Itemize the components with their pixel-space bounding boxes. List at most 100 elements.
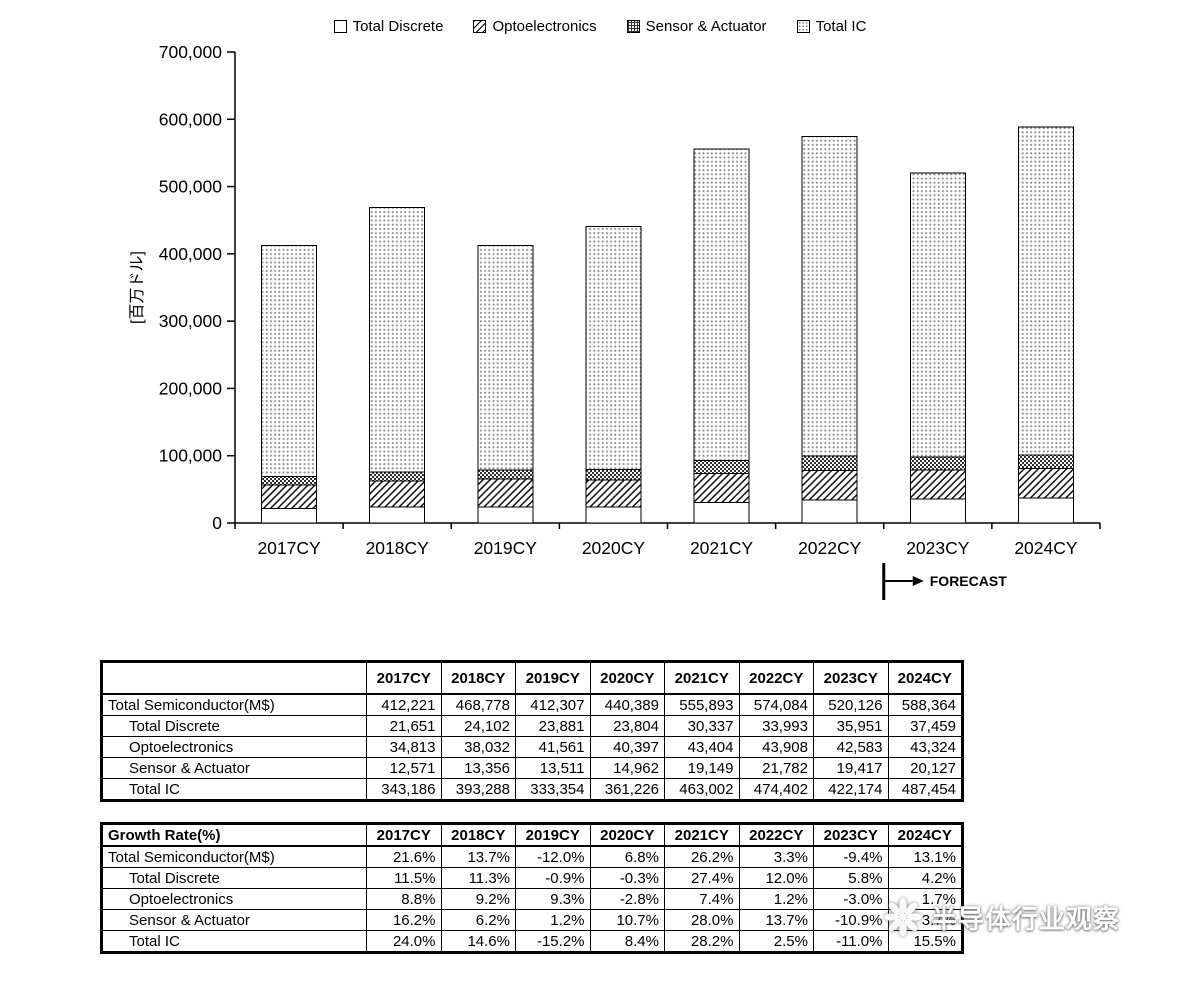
value-cell: 19,417 (813, 757, 889, 779)
y-tick-label: 600,000 (159, 109, 223, 129)
year-header: 2020CY (589, 661, 665, 695)
semiconductor-values-table: 2017CY 2018CY 2019CY 2020CY 2021CY 2022CY 2023… (100, 660, 964, 802)
value-cell: 6.8% (589, 845, 665, 868)
value-cell: 8.8% (366, 888, 442, 910)
value-cell: 43,404 (664, 736, 740, 758)
year-header: 2021CY (664, 823, 740, 847)
total-discrete-swatch-icon (333, 20, 347, 33)
bar-segment-ic (801, 136, 858, 457)
y-tick-label: 700,000 (159, 42, 223, 62)
value-cell: 13,511 (515, 757, 591, 779)
bar-segment-sensor (261, 476, 318, 486)
legend-item-sensor-actuator: Sensor & Actuator (626, 18, 767, 35)
value-cell: 2.5% (738, 930, 814, 953)
bar-segment-ic (477, 245, 534, 471)
value-cell: 14,962 (589, 757, 665, 779)
value-cell: 14.6% (440, 930, 516, 953)
year-header: 2018CY (440, 661, 516, 695)
table-row: Sensor & Actuator 12,571 13,356 13,511 14,96… (101, 757, 963, 779)
value-cell: 28.0% (664, 909, 740, 931)
value-cell: 21.6% (366, 845, 442, 868)
table-row: Optoelectronics 34,813 38,032 41,561 40,397 4… (101, 736, 963, 758)
bar-segment-opto (909, 469, 966, 500)
bar-segment-discrete (261, 507, 318, 524)
bar-segment-discrete (693, 502, 750, 524)
x-tick-label: 2022CY (798, 538, 862, 558)
bar-segment-discrete (585, 506, 642, 524)
row-label: Sensor & Actuator (101, 757, 367, 779)
bar-segment-discrete (801, 499, 858, 524)
value-cell: 23,804 (589, 715, 665, 737)
legend-item-optoelectronics: Optoelectronics (473, 18, 597, 35)
value-cell: 574,084 (738, 693, 814, 716)
table-title-cell: Growth Rate(%) (101, 823, 367, 847)
year-header: 2019CY (515, 661, 591, 695)
year-header: 2019CY (515, 823, 591, 847)
total-ic-swatch-icon (796, 20, 810, 33)
value-cell: 11.3% (440, 867, 516, 889)
growth-table-container: Growth Rate(%) 2017CY 2018CY 2019CY 2020CY 20… (100, 822, 964, 954)
value-cell: 3.3% (738, 845, 814, 868)
row-label: Optoelectronics (101, 888, 367, 910)
value-cell: 422,174 (813, 778, 889, 801)
value-cell: 1.2% (515, 909, 591, 931)
value-cell: -11.0% (813, 930, 889, 953)
value-cell: 555,893 (664, 693, 740, 716)
value-cell: 7.4% (664, 888, 740, 910)
value-cell: 11.5% (366, 867, 442, 889)
legend-label: Total IC (815, 18, 867, 35)
legend-item-total-ic: Total IC (796, 18, 867, 35)
y-tick-label: 300,000 (159, 311, 223, 331)
forecast-label: FORECAST (930, 573, 1007, 589)
bar-segment-opto (801, 470, 858, 501)
value-table-container: 2017CY 2018CY 2019CY 2020CY 2021CY 2022CY 2023… (100, 660, 964, 802)
y-tick-label: 500,000 (159, 177, 223, 197)
value-cell: 343,186 (366, 778, 442, 801)
bar-segment-sensor (477, 469, 534, 480)
value-cell: 33,993 (738, 715, 814, 737)
value-cell: 1.7% (887, 888, 963, 910)
value-cell: 21,651 (366, 715, 442, 737)
year-header: 2020CY (589, 823, 665, 847)
table-row: Optoelectronics 8.8% 9.2% 9.3% -2.8% 7.4% 1.2%… (101, 888, 963, 910)
year-header: 2023CY (813, 661, 889, 695)
y-tick-label: 100,000 (159, 446, 223, 466)
year-header: 2023CY (813, 823, 889, 847)
value-cell: 20,127 (887, 757, 963, 779)
value-cell: 520,126 (813, 693, 889, 716)
year-header: 2024CY (887, 661, 963, 695)
year-header: 2021CY (664, 661, 740, 695)
value-cell: 23,881 (515, 715, 591, 737)
value-cell: -0.3% (589, 867, 665, 889)
value-cell: 24,102 (440, 715, 516, 737)
year-header: 2024CY (887, 823, 963, 847)
value-cell: -2.8% (589, 888, 665, 910)
value-cell: 34,813 (366, 736, 442, 758)
x-tick-label: 2021CY (690, 538, 754, 558)
bar-segment-opto (693, 472, 750, 504)
legend-label: Sensor & Actuator (645, 18, 767, 35)
y-tick-label: 400,000 (159, 244, 223, 264)
bar-segment-ic (585, 226, 642, 471)
year-header: 2022CY (738, 823, 814, 847)
table-row: Total Discrete 21,651 24,102 23,881 23,804 30… (101, 715, 963, 737)
value-cell: 10.7% (589, 909, 665, 931)
bar-segment-opto (585, 479, 642, 508)
growth-rate-table: Growth Rate(%) 2017CY 2018CY 2019CY 2020CY 20… (100, 822, 964, 954)
bar-segment-opto (1017, 468, 1074, 499)
value-cell: 4.2% (887, 867, 963, 889)
legend-label: Optoelectronics (492, 18, 597, 35)
value-cell: 440,389 (589, 693, 665, 716)
value-cell: 13.7% (440, 845, 516, 868)
table-row: Total Discrete 11.5% 11.3% -0.9% -0.3% 27.4% 1… (101, 867, 963, 889)
value-cell: 41,561 (515, 736, 591, 758)
value-cell: 12,571 (366, 757, 442, 779)
value-cell: 19,149 (664, 757, 740, 779)
bar-segment-sensor (1017, 454, 1074, 470)
x-tick-label: 2023CY (906, 538, 970, 558)
row-label: Total Discrete (101, 867, 367, 889)
chart-legend: Total Discrete Optoelectronics Sensor & … (0, 18, 1200, 35)
legend-label: Total Discrete (352, 18, 444, 35)
value-cell: 13,356 (440, 757, 516, 779)
bar-segment-sensor (369, 471, 426, 482)
